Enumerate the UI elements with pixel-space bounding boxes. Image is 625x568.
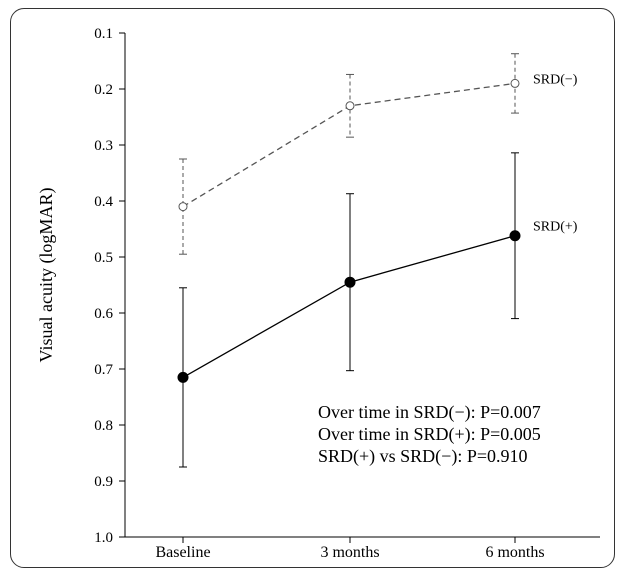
x-tick-label: 6 months (485, 544, 544, 560)
series-label: SRD(+) (533, 220, 578, 235)
y-tick-label: 0.6 (94, 306, 113, 322)
y-tick-label: 0.8 (94, 418, 113, 434)
annotation-line: SRD(+) vs SRD(−): P=0.910 (318, 446, 527, 467)
annotation-line: Over time in SRD(−): P=0.007 (318, 402, 541, 423)
chart-frame (10, 8, 615, 568)
y-tick-label: 1.0 (94, 530, 113, 546)
series-label: SRD(−) (533, 72, 578, 87)
x-axis: Baseline 3 months 6 months (125, 536, 600, 560)
y-tick-label: 0.1 (94, 26, 113, 42)
x-tick-label: Baseline (155, 544, 210, 560)
annotation-line: Over time in SRD(+): P=0.005 (318, 424, 541, 445)
series-0: SRD(−) (178, 53, 578, 255)
x-tick-label: 3 months (320, 544, 379, 560)
y-tick-label: 0.7 (94, 362, 113, 378)
data-point (510, 78, 520, 88)
series-1: SRD(+) (177, 152, 578, 468)
y-tick-label: 0.4 (94, 194, 113, 210)
data-point (177, 371, 189, 383)
y-axis: 0.1 0.2 0.3 0.4 0.5 0.6 0.7 0.8 0.9 1.0 (94, 26, 126, 546)
y-tick-label: 0.2 (94, 82, 113, 98)
data-point (344, 276, 356, 288)
y-tick-label: 0.3 (94, 138, 113, 154)
data-point (178, 202, 188, 212)
series-line (182, 235, 516, 378)
series-layer: SRD(−) SRD(+) (177, 53, 578, 468)
data-point (345, 101, 355, 111)
y-axis-title: Visual acuity (logMAR) (36, 188, 57, 363)
y-tick-label: 0.5 (94, 250, 113, 266)
data-point (509, 230, 521, 242)
y-tick-label: 0.9 (94, 474, 113, 490)
